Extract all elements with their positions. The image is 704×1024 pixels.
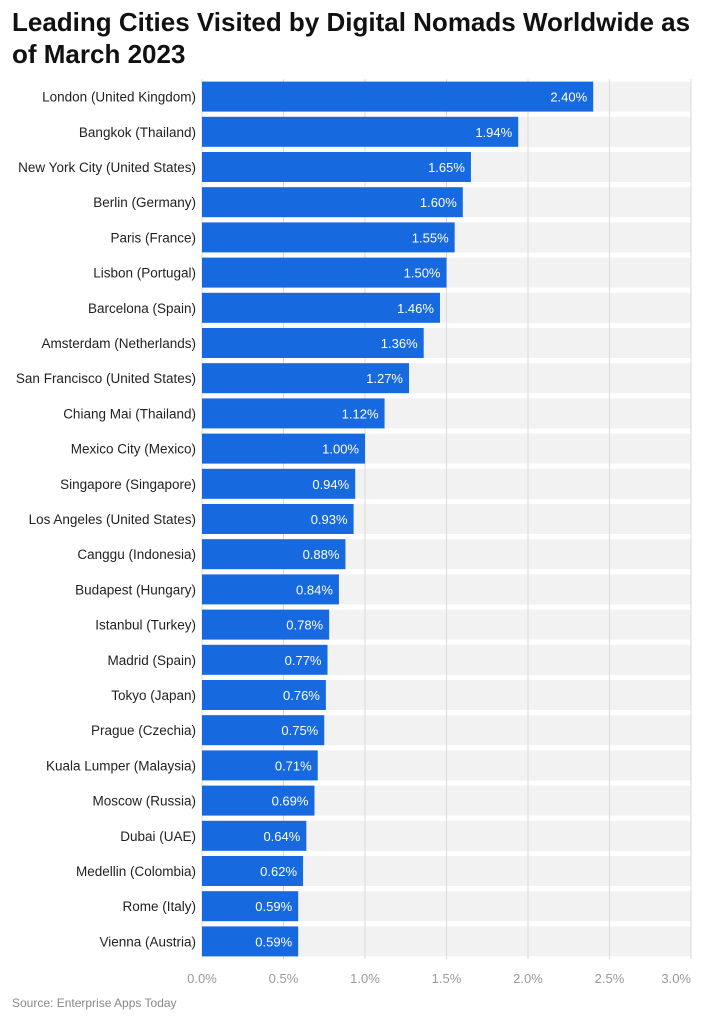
category-label: New York City (United States) <box>18 160 196 175</box>
category-label: Paris (France) <box>110 230 196 245</box>
category-label: Bangkok (Thailand) <box>79 125 196 140</box>
category-labels: London (United Kingdom) Bangkok (Thailand… <box>16 90 196 950</box>
bar <box>202 539 346 570</box>
category-label: Medellin (Colombia) <box>76 864 196 879</box>
bar <box>202 785 315 816</box>
value-labels: 2.40% 1.94% 1.65% 1.60% 1.55% 1.50% 1.46% 1.36%… <box>255 90 587 950</box>
category-label: Canggu (Indonesia) <box>77 547 196 562</box>
x-tick-label: 1.0% <box>350 971 380 986</box>
bar <box>202 81 594 112</box>
source-note: Source: Enterprise Apps Today <box>12 996 177 1010</box>
value-label: 1.50% <box>404 266 441 281</box>
bar <box>202 504 354 534</box>
category-label: Madrid (Spain) <box>107 653 196 668</box>
category-label: Moscow (Russia) <box>92 794 196 809</box>
category-label: Chiang Mai (Thailand) <box>63 406 196 421</box>
bar-chart: London (United Kingdom) Bangkok (Thailand… <box>16 79 692 986</box>
category-label: Singapore (Singapore) <box>60 477 196 492</box>
x-tick-label: 2.0% <box>513 971 543 986</box>
x-tick-label: 0.0% <box>187 971 217 986</box>
category-label: Prague (Czechia) <box>91 723 196 738</box>
bar <box>202 292 440 323</box>
bar <box>202 152 471 182</box>
value-label: 1.55% <box>412 230 449 245</box>
value-label: 1.36% <box>381 336 418 351</box>
category-label: Mexico City (Mexico) <box>71 442 196 457</box>
value-label: 0.59% <box>255 934 292 949</box>
x-tick-label: 3.0% <box>661 971 691 986</box>
value-label: 0.71% <box>275 758 312 773</box>
category-label: Amsterdam (Netherlands) <box>41 336 196 351</box>
bar <box>202 433 365 464</box>
bar <box>202 715 325 746</box>
value-label: 1.12% <box>342 406 379 421</box>
value-label: 1.65% <box>428 160 465 175</box>
bar <box>202 891 299 922</box>
category-label: Istanbul (Turkey) <box>95 618 196 633</box>
value-label: 1.27% <box>366 371 403 386</box>
x-axis-ticks: 0.0% 0.5% 1.0% 1.5% 2.0% 2.5% 3.0% <box>187 971 691 986</box>
bar <box>202 363 410 394</box>
category-label: Barcelona (Spain) <box>88 301 196 316</box>
bar <box>202 257 447 288</box>
bar <box>202 398 385 429</box>
value-label: 0.84% <box>296 582 333 597</box>
value-label: 0.93% <box>311 512 348 527</box>
value-label: 1.60% <box>420 195 457 210</box>
category-label: Los Angeles (United States) <box>29 512 196 527</box>
bar <box>202 644 328 675</box>
bar <box>202 820 307 851</box>
category-label: Rome (Italy) <box>122 899 196 914</box>
bar <box>202 609 330 640</box>
value-label: 1.94% <box>475 125 512 140</box>
bar <box>202 680 326 710</box>
value-label: 0.75% <box>281 723 318 738</box>
bar <box>202 856 304 886</box>
value-label: 0.78% <box>286 618 323 633</box>
value-label: 0.94% <box>312 477 349 492</box>
chart-title: Leading Cities Visited by Digital Nomads… <box>12 7 691 69</box>
bar <box>202 926 299 957</box>
bar <box>202 468 356 499</box>
x-tick-label: 0.5% <box>269 971 299 986</box>
value-label: 0.64% <box>263 829 300 844</box>
x-tick-label: 2.5% <box>595 971 625 986</box>
value-label: 0.88% <box>303 547 340 562</box>
value-label: 1.46% <box>397 301 434 316</box>
bar <box>202 750 318 781</box>
bar <box>202 187 463 218</box>
category-label: San Francisco (United States) <box>16 371 196 386</box>
category-label: Kuala Lumper (Malaysia) <box>46 758 196 773</box>
bar <box>202 116 519 147</box>
category-label: London (United Kingdom) <box>42 90 196 105</box>
value-label: 1.00% <box>322 442 359 457</box>
category-label: Berlin (Germany) <box>93 195 196 210</box>
x-tick-label: 1.5% <box>432 971 462 986</box>
category-label: Lisbon (Portugal) <box>93 266 196 281</box>
category-label: Budapest (Hungary) <box>75 582 196 597</box>
bar <box>202 574 339 605</box>
bar <box>202 328 424 358</box>
bars <box>202 81 594 957</box>
category-label: Vienna (Austria) <box>99 934 196 949</box>
value-label: 0.59% <box>255 899 292 914</box>
value-label: 0.62% <box>260 864 297 879</box>
value-label: 0.76% <box>283 688 320 703</box>
value-label: 0.77% <box>285 653 322 668</box>
category-label: Dubai (UAE) <box>120 829 196 844</box>
bar <box>202 222 455 253</box>
value-label: 0.69% <box>272 794 309 809</box>
value-label: 2.40% <box>550 90 587 105</box>
category-label: Tokyo (Japan) <box>111 688 196 703</box>
